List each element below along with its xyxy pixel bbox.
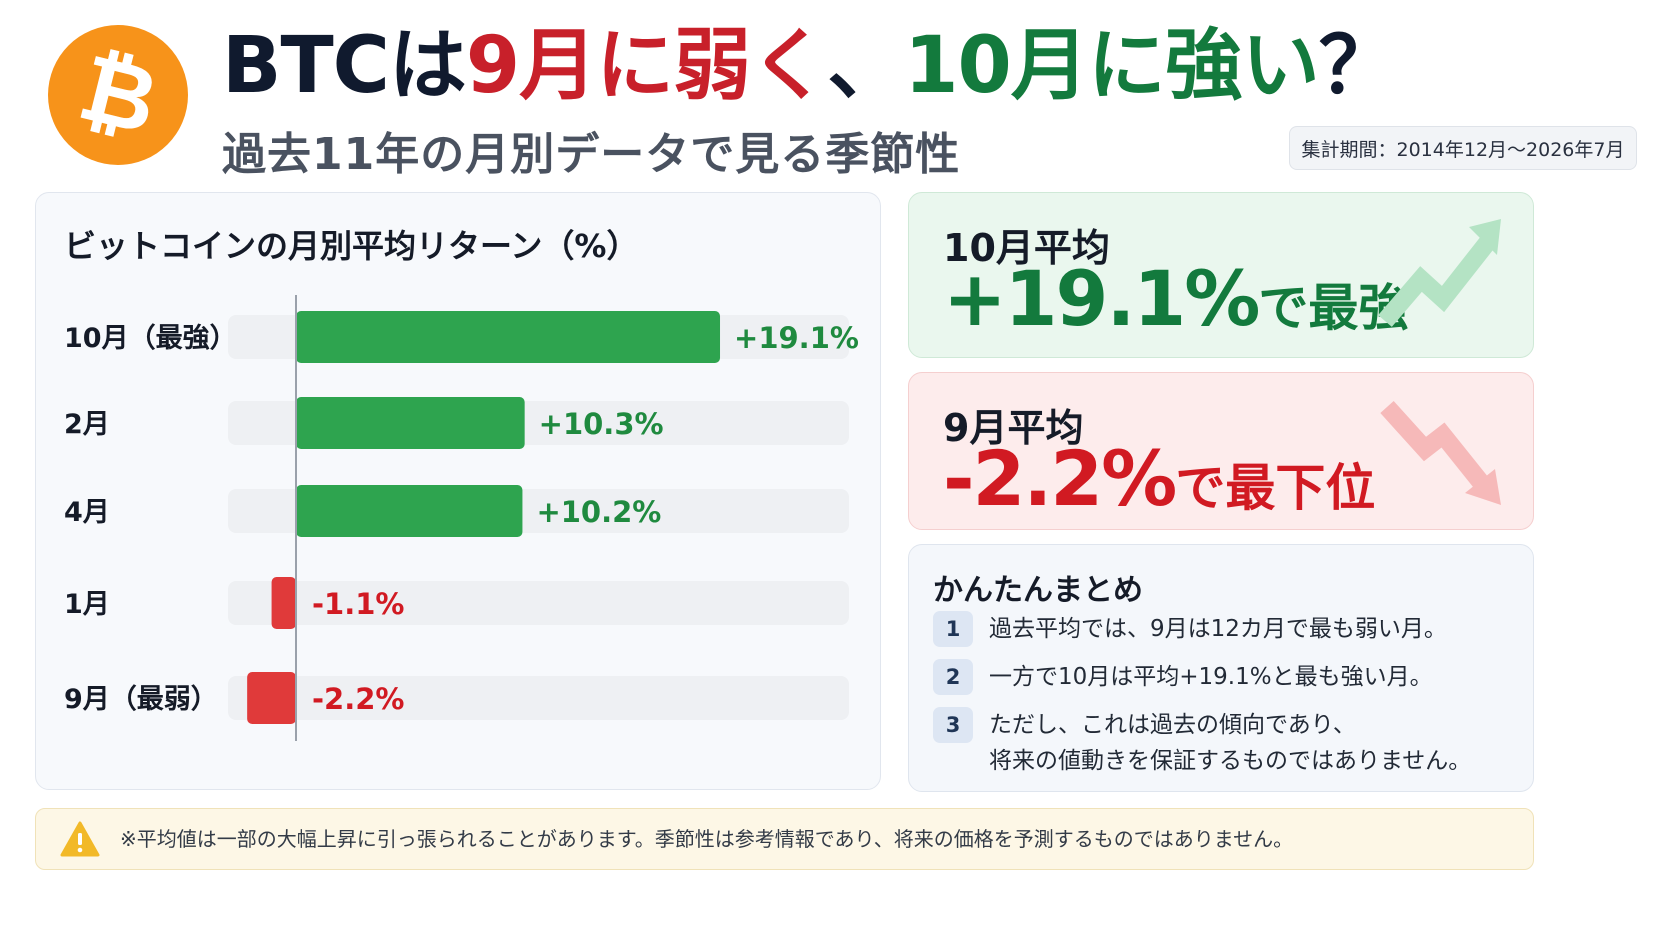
page-subtitle: 過去11年の月別データで見る季節性	[222, 129, 961, 180]
bar	[296, 397, 525, 449]
summary-text: 過去平均では、9月は12カ月で最も弱い月。	[989, 616, 1447, 642]
bar	[296, 311, 721, 363]
october-card: 10月平均 +19.1%で最強	[908, 192, 1534, 358]
category-label: 2月	[64, 409, 110, 440]
bar-track	[228, 676, 849, 720]
title-part-question: ？	[1318, 21, 1397, 111]
period-badge: 集計期間：2014年12月〜2026年7月	[1289, 126, 1637, 170]
september-suffix: で最下位	[1175, 459, 1376, 517]
category-label: 4月	[64, 497, 110, 528]
september-card-value: -2.2%で最下位	[943, 441, 1375, 517]
october-card-label: 10月平均	[943, 226, 1110, 270]
disclaimer-text: ※平均値は一部の大幅上昇に引っ張られることがあります。季節性は参考情報であり、将…	[120, 827, 1294, 851]
summary-item: 2 一方で10月は平均+19.1%と最も強い月。	[933, 659, 1523, 695]
bar	[247, 672, 296, 724]
summary-title: かんたんまとめ	[933, 573, 1143, 608]
summary-text: 一方で10月は平均+19.1%と最も強い月。	[989, 664, 1433, 690]
summary-item: 3 ただし、これは過去の傾向であり、 将来の値動きを保証するものではありません。	[933, 707, 1523, 779]
page-title: BTCは9月に弱く、10月に強い？	[222, 21, 1397, 112]
bar	[271, 577, 296, 629]
value-label: -2.2%	[312, 682, 404, 716]
category-label: 10月（最強）	[64, 323, 237, 354]
october-suffix: で最強	[1258, 279, 1409, 337]
bar	[296, 485, 523, 537]
value-label: +10.2%	[536, 495, 661, 529]
trend-up-arrow-icon	[1378, 219, 1501, 327]
summary-number-badge: 1	[933, 611, 973, 647]
warning-icon	[60, 821, 100, 857]
value-label: +10.3%	[539, 407, 664, 441]
disclaimer-banner: ※平均値は一部の大幅上昇に引っ張られることがあります。季節性は参考情報であり、将…	[35, 808, 1534, 870]
summary-list: 1 過去平均では、9月は12カ月で最も弱い月。 2 一方で10月は平均+19.1…	[933, 611, 1523, 791]
september-card: 9月平均 -2.2%で最下位	[908, 372, 1534, 530]
trend-down-arrow-icon	[1380, 400, 1501, 505]
october-card-value: +19.1%で最強	[943, 261, 1408, 337]
title-part-comma: 、	[827, 21, 905, 111]
summary-number-badge: 3	[933, 707, 973, 743]
chart-panel: ビットコインの月別平均リターン（%） 10月（最強） +19.1% 2月 +10.3%…	[35, 192, 881, 790]
september-card-label: 9月平均	[943, 406, 1084, 450]
chart-title: ビットコインの月別平均リターン（%）	[64, 227, 639, 265]
summary-number-badge: 2	[933, 659, 973, 695]
category-label: 9月（最弱）	[64, 684, 218, 715]
bitcoin-logo-icon: ₿	[48, 25, 188, 165]
october-value: +19.1%	[943, 254, 1260, 343]
bitcoin-symbol: ₿	[68, 33, 168, 156]
bar-track	[228, 581, 849, 625]
value-label: -1.1%	[312, 587, 404, 621]
bar-chart: 10月（最強） +19.1% 2月 +10.3% 4月 +10.2% 1月 -1.1% 9月（最…	[64, 295, 859, 741]
summary-item: 1 過去平均では、9月は12カ月で最も弱い月。	[933, 611, 1523, 647]
category-label: 1月	[64, 589, 110, 620]
title-part-btc: BTCは	[222, 21, 467, 111]
summary-text: ただし、これは過去の傾向であり、 将来の値動きを保証するものではありません。	[989, 712, 1472, 774]
title-part-september: 9月に弱く	[465, 21, 828, 111]
title-part-october: 10月に強い	[904, 21, 1320, 111]
summary-panel: かんたんまとめ 1 過去平均では、9月は12カ月で最も弱い月。 2 一方で10月…	[908, 544, 1534, 792]
value-label: +19.1%	[734, 321, 859, 355]
september-value: -2.2%	[943, 434, 1177, 523]
